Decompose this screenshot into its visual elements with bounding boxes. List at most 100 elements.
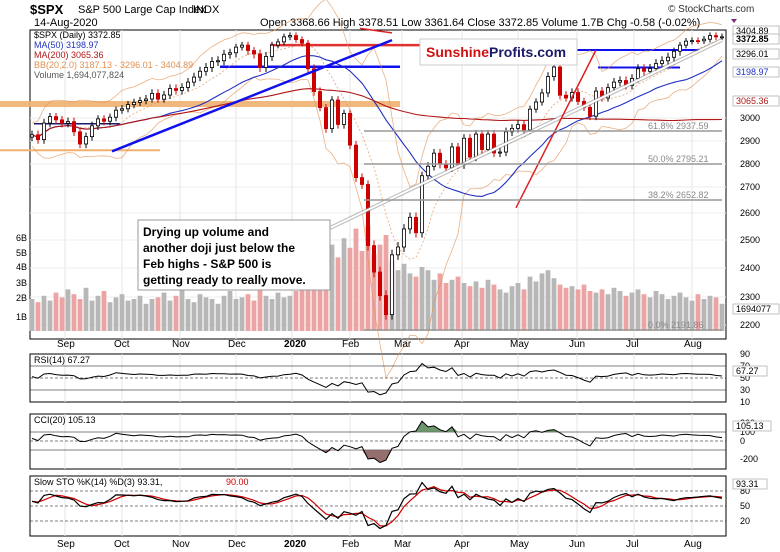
- volume-bar: [305, 276, 311, 331]
- price-candle: [287, 35, 292, 38]
- month-tick-label: May: [510, 539, 529, 550]
- volume-bar: [497, 289, 503, 331]
- rsi-tag-label: 67.27: [736, 366, 759, 376]
- volume-bar: [689, 300, 695, 331]
- volume-bar: [503, 292, 509, 331]
- price-candle: [684, 40, 689, 46]
- price-candle: [299, 39, 304, 44]
- price-candle: [540, 92, 545, 103]
- price-tag-label: 1694077: [736, 304, 771, 314]
- volume-bar: [701, 299, 707, 331]
- volume-tick-label: 5B: [16, 248, 27, 258]
- price-tag-label: 3065.36: [736, 96, 769, 106]
- volume-bar: [383, 235, 389, 331]
- month-tick-label: 2020: [284, 339, 307, 350]
- volume-bar: [401, 263, 407, 331]
- cci-panel: [29, 413, 727, 470]
- volume-bar: [167, 300, 173, 331]
- volume-bar: [329, 244, 335, 331]
- moving-averages: [31, 55, 723, 197]
- sto-k-line: [31, 481, 723, 530]
- price-candle: [245, 44, 250, 51]
- price-candle: [155, 93, 160, 100]
- volume-bar: [449, 279, 455, 331]
- volume-bar: [683, 297, 689, 331]
- volume-bar: [173, 295, 179, 331]
- month-tick-label: Feb: [342, 339, 360, 350]
- bb-lower-line: [31, 55, 723, 379]
- price-candle: [473, 133, 478, 158]
- price-candle: [660, 60, 665, 64]
- price-candle: [48, 116, 53, 124]
- fibonacci-levels: 61.8% 2937.59 50.0% 2795.21 38.2% 2652.82 0…: [364, 121, 722, 331]
- price-candle: [558, 66, 563, 96]
- price-candle: [108, 116, 113, 122]
- price-candle: [137, 100, 142, 103]
- volume-bar: [107, 302, 113, 331]
- price-candle: [102, 118, 107, 122]
- price-candle: [491, 133, 496, 154]
- price-candle: [648, 68, 653, 72]
- price-candle: [425, 165, 430, 177]
- cci-tick-label: 0: [740, 436, 745, 446]
- price-candle: [227, 52, 232, 55]
- uptrend-line: [111, 38, 393, 153]
- volume-bar: [467, 286, 473, 331]
- volume-bar: [245, 294, 251, 331]
- price-candle: [612, 81, 617, 89]
- volume-bar: [695, 294, 701, 331]
- volume-bar: [509, 286, 515, 331]
- price-tick-label: 2300: [740, 292, 760, 302]
- month-tick-label: Sep: [57, 339, 75, 350]
- volume-bar: [53, 292, 59, 331]
- dropdown-triangle-icon: [731, 19, 737, 23]
- price-candle: [293, 35, 298, 40]
- volume-bar: [431, 279, 437, 331]
- month-tick-label: Jun: [569, 339, 585, 350]
- price-candle: [516, 124, 521, 129]
- volume-bar: [59, 297, 65, 331]
- annotation-box: Drying up volume and another doji just b…: [137, 219, 331, 291]
- volume-bar: [659, 294, 665, 331]
- volume-bar: [95, 295, 101, 331]
- price-candle: [209, 61, 214, 68]
- price-candle: [479, 133, 484, 150]
- sto-tick-label: 20: [740, 516, 750, 526]
- volume-bar: [215, 303, 221, 331]
- price-candle: [263, 56, 268, 68]
- cci-label: CCI(20) 105.13: [34, 415, 96, 425]
- volume-bar: [143, 303, 149, 331]
- annotation-line-1: Drying up volume and: [143, 225, 269, 239]
- cci-tick-label: 100: [740, 427, 755, 437]
- price-tick-label: 2700: [740, 182, 760, 192]
- price-candle: [269, 44, 274, 57]
- price-candle: [131, 102, 136, 106]
- volume-bar: [593, 292, 599, 331]
- price-candle: [90, 125, 95, 138]
- sto-label-k: Slow STO %K(14) %D(3) 93.31,: [34, 477, 162, 487]
- month-tick-label: Dec: [228, 539, 246, 550]
- volume-tick-label: 3B: [16, 278, 27, 288]
- month-tick-label: Feb: [342, 539, 360, 550]
- volume-bar: [587, 291, 593, 331]
- volume-bar: [407, 273, 413, 331]
- volume-tick-label: 4B: [16, 262, 27, 272]
- month-tick-label: Apr: [454, 339, 470, 350]
- volume-bar: [575, 289, 581, 331]
- fib-level-label: 0.0% 2191.86: [648, 320, 704, 330]
- month-tick-label: Jul: [626, 539, 639, 550]
- volume-bar: [221, 295, 227, 331]
- volume-bar: [209, 299, 215, 331]
- sto-tag-box: [732, 478, 768, 490]
- price-candle: [305, 42, 310, 70]
- volume-bar: [269, 299, 275, 331]
- volume-bar: [299, 281, 305, 331]
- volume-bar: [707, 295, 713, 331]
- cci-tick-label: -200: [740, 454, 758, 464]
- price-candle: [720, 36, 725, 39]
- price-candle: [197, 70, 202, 78]
- bb-mid-line: [31, 39, 723, 260]
- volume-bar: [479, 287, 485, 331]
- volume-bar: [35, 302, 41, 331]
- volume-bar: [515, 283, 521, 331]
